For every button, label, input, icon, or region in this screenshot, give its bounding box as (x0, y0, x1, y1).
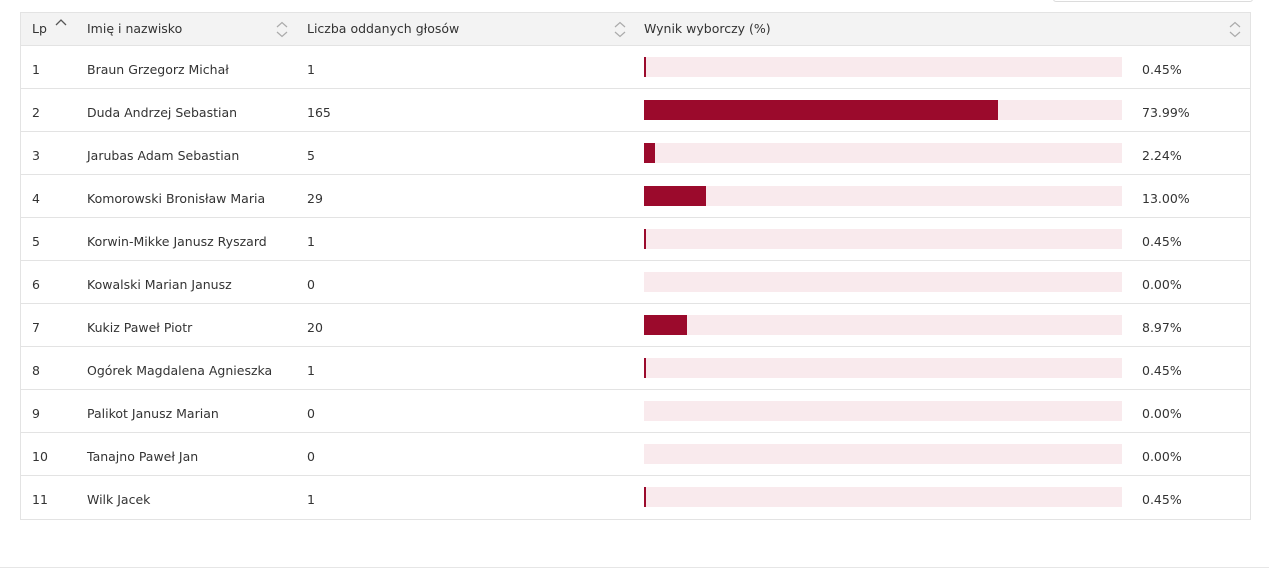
result-bar-fill (644, 315, 687, 335)
cell-candidate-name: Wilk Jacek (87, 492, 151, 507)
cell-lp: 9 (32, 406, 40, 421)
cell-lp: 10 (32, 449, 48, 464)
cell-votes: 0 (307, 406, 315, 421)
sort-icon (276, 21, 288, 38)
cell-percent: 0.45% (1142, 363, 1182, 378)
cell-percent: 0.45% (1142, 492, 1182, 507)
cell-votes: 20 (307, 320, 323, 335)
table-row: 8 Ogórek Magdalena Agnieszka 1 0.45% (21, 347, 1250, 390)
cell-votes: 0 (307, 277, 315, 292)
result-bar-track (644, 401, 1122, 421)
sort-icon (614, 21, 626, 38)
cell-votes: 1 (307, 62, 315, 77)
column-header-result[interactable]: Wynik wyborczy (%) (636, 13, 1250, 45)
table-row: 6 Kowalski Marian Janusz 0 0.00% (21, 261, 1250, 304)
table-row: 2 Duda Andrzej Sebastian 165 73.99% (21, 89, 1250, 132)
cell-candidate-name: Ogórek Magdalena Agnieszka (87, 363, 273, 378)
cell-percent: 0.45% (1142, 62, 1182, 77)
cell-lp: 1 (32, 62, 40, 77)
cell-lp: 2 (32, 105, 40, 120)
divider (0, 567, 1269, 568)
cell-lp: 6 (32, 277, 40, 292)
column-header-lp-label: Lp (32, 21, 47, 36)
cell-lp: 8 (32, 363, 40, 378)
column-header-votes[interactable]: Liczba oddanych głosów (296, 13, 636, 45)
result-bar-fill (644, 143, 655, 163)
cell-candidate-name: Duda Andrzej Sebastian (87, 105, 238, 120)
table-body: 1 Braun Grzegorz Michał 1 0.45% 2 Duda Andrze… (21, 46, 1250, 519)
result-bar-track (644, 444, 1122, 464)
cell-votes: 29 (307, 191, 323, 206)
column-header-result-label: Wynik wyborczy (%) (644, 21, 771, 36)
result-bar-track (644, 100, 1122, 120)
cell-lp: 3 (32, 148, 40, 163)
cell-percent: 0.00% (1142, 406, 1182, 421)
cell-lp: 4 (32, 191, 40, 206)
cell-candidate-name: Korwin-Mikke Janusz Ryszard (87, 234, 267, 249)
column-header-name-label: Imię i nazwisko (87, 21, 183, 36)
table-row: 11 Wilk Jacek 1 0.45% (21, 476, 1250, 519)
cell-percent: 13.00% (1142, 191, 1190, 206)
cell-lp: 5 (32, 234, 40, 249)
result-bar-track (644, 272, 1122, 292)
cell-votes: 5 (307, 148, 315, 163)
result-bar-track (644, 315, 1122, 335)
table-row: 9 Palikot Janusz Marian 0 0.00% (21, 390, 1250, 433)
cell-candidate-name: Tanajno Paweł Jan (87, 449, 199, 464)
sort-icon (1229, 21, 1241, 38)
table-row: 10 Tanajno Paweł Jan 0 0.00% (21, 433, 1250, 476)
cell-candidate-name: Komorowski Bronisław Maria (87, 191, 266, 206)
cell-candidate-name: Palikot Janusz Marian (87, 406, 219, 421)
result-bar-track (644, 487, 1122, 507)
cell-percent: 8.97% (1142, 320, 1182, 335)
cell-votes: 1 (307, 363, 315, 378)
result-bar-fill (644, 186, 707, 206)
result-bar-fill (644, 100, 998, 120)
cell-percent: 2.24% (1142, 148, 1182, 163)
result-bar-fill (644, 358, 647, 378)
results-table: Lp Imię i nazwisko Liczba oddanych głosó… (20, 12, 1251, 520)
cell-candidate-name: Kukiz Paweł Piotr (87, 320, 193, 335)
cell-votes: 0 (307, 449, 315, 464)
table-row: 4 Komorowski Bronisław Maria 29 13.00% (21, 175, 1250, 218)
result-bar-fill (644, 229, 647, 249)
table-row: 3 Jarubas Adam Sebastian 5 2.24% (21, 132, 1250, 175)
cell-lp: 7 (32, 320, 40, 335)
column-header-votes-label: Liczba oddanych głosów (307, 21, 460, 36)
cell-candidate-name: Kowalski Marian Janusz (87, 277, 232, 292)
result-bar-fill (644, 487, 647, 507)
cell-percent: 0.45% (1142, 234, 1182, 249)
sort-ascending-icon (55, 19, 67, 26)
table-row: 7 Kukiz Paweł Piotr 20 8.97% (21, 304, 1250, 347)
result-bar-track (644, 358, 1122, 378)
cell-votes: 1 (307, 492, 315, 507)
cell-candidate-name: Jarubas Adam Sebastian (87, 148, 240, 163)
column-header-name[interactable]: Imię i nazwisko (81, 13, 296, 45)
cell-percent: 73.99% (1142, 105, 1190, 120)
cell-candidate-name: Braun Grzegorz Michał (87, 62, 229, 77)
result-bar-track (644, 57, 1122, 77)
result-bar-track (644, 229, 1122, 249)
cell-votes: 1 (307, 234, 315, 249)
table-header: Lp Imię i nazwisko Liczba oddanych głosó… (21, 13, 1250, 46)
result-bar-track (644, 143, 1122, 163)
cell-votes: 165 (307, 105, 331, 120)
search-input[interactable] (1053, 0, 1253, 2)
cell-percent: 0.00% (1142, 449, 1182, 464)
table-row: 1 Braun Grzegorz Michał 1 0.45% (21, 46, 1250, 89)
cell-percent: 0.00% (1142, 277, 1182, 292)
result-bar-fill (644, 57, 647, 77)
result-bar-track (644, 186, 1122, 206)
table-row: 5 Korwin-Mikke Janusz Ryszard 1 0.45% (21, 218, 1250, 261)
column-header-lp[interactable]: Lp (21, 13, 81, 45)
cell-lp: 11 (32, 492, 48, 507)
